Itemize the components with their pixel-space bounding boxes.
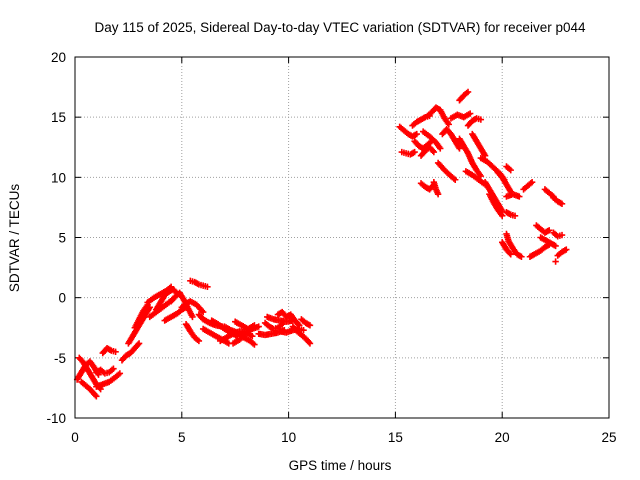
data-point <box>499 212 506 220</box>
data-point <box>552 258 559 265</box>
y-axis-label: SDTVAR / TECUs <box>7 184 22 293</box>
x-tick-label: 15 <box>388 430 403 445</box>
data-point <box>189 313 196 321</box>
axis-ticks: 0 5 10 15 20 25 -10 -5 0 5 10 15 20 <box>46 50 616 445</box>
y-tick-label: 20 <box>51 50 66 65</box>
x-tick-label: 0 <box>71 430 79 445</box>
data-point <box>306 340 314 347</box>
data-point <box>558 200 566 208</box>
data-point <box>195 337 203 345</box>
data-point <box>437 145 444 152</box>
data-point <box>199 308 207 316</box>
y-tick-label: 15 <box>51 110 66 125</box>
data-point <box>445 121 452 128</box>
x-tick-label: 25 <box>601 430 616 445</box>
data-point <box>466 110 474 117</box>
data-point <box>477 116 485 123</box>
y-tick-label: -5 <box>54 351 66 366</box>
data-point <box>516 193 523 200</box>
data-point <box>518 253 525 260</box>
data-point <box>563 246 570 253</box>
data-point <box>116 370 124 377</box>
data-point <box>251 341 258 348</box>
data-point <box>249 332 256 340</box>
x-axis-label: GPS time / hours <box>289 458 392 473</box>
data-point <box>92 391 99 399</box>
y-tick-label: 0 <box>58 291 66 306</box>
data-point <box>306 322 314 329</box>
data-point <box>413 130 420 138</box>
data-point <box>558 231 566 239</box>
chart-title: Day 115 of 2025, Sidereal Day-to-day VTE… <box>95 20 586 35</box>
data-point <box>552 242 559 250</box>
data-point <box>255 323 262 330</box>
data-point <box>411 148 418 156</box>
data-point <box>507 251 514 258</box>
grid-lines <box>75 57 609 418</box>
data-point <box>507 166 514 174</box>
data-point <box>93 393 100 400</box>
data-point <box>204 283 211 291</box>
data-point <box>434 190 442 198</box>
x-tick-label: 10 <box>281 430 296 445</box>
y-tick-label: 5 <box>58 231 66 246</box>
x-tick-label: 20 <box>495 430 510 445</box>
data-point <box>511 212 519 220</box>
data-point <box>134 341 142 348</box>
y-tick-label: 10 <box>51 170 66 185</box>
data-point <box>430 148 438 156</box>
data-point <box>110 365 117 372</box>
data-point <box>429 147 436 155</box>
data-point <box>464 88 472 96</box>
plot-frame <box>74 56 610 419</box>
data-point <box>545 227 553 234</box>
y-tick-label: -10 <box>46 411 66 426</box>
data-point <box>456 145 463 152</box>
data-point <box>251 322 258 329</box>
data-point <box>112 348 119 356</box>
data-point <box>135 340 143 347</box>
x-tick-label: 5 <box>178 430 186 445</box>
data-point <box>528 178 536 186</box>
data-point <box>452 176 459 183</box>
data-point <box>506 249 513 257</box>
plot-area <box>73 88 570 400</box>
data-point <box>305 338 313 346</box>
data-point <box>300 326 307 334</box>
